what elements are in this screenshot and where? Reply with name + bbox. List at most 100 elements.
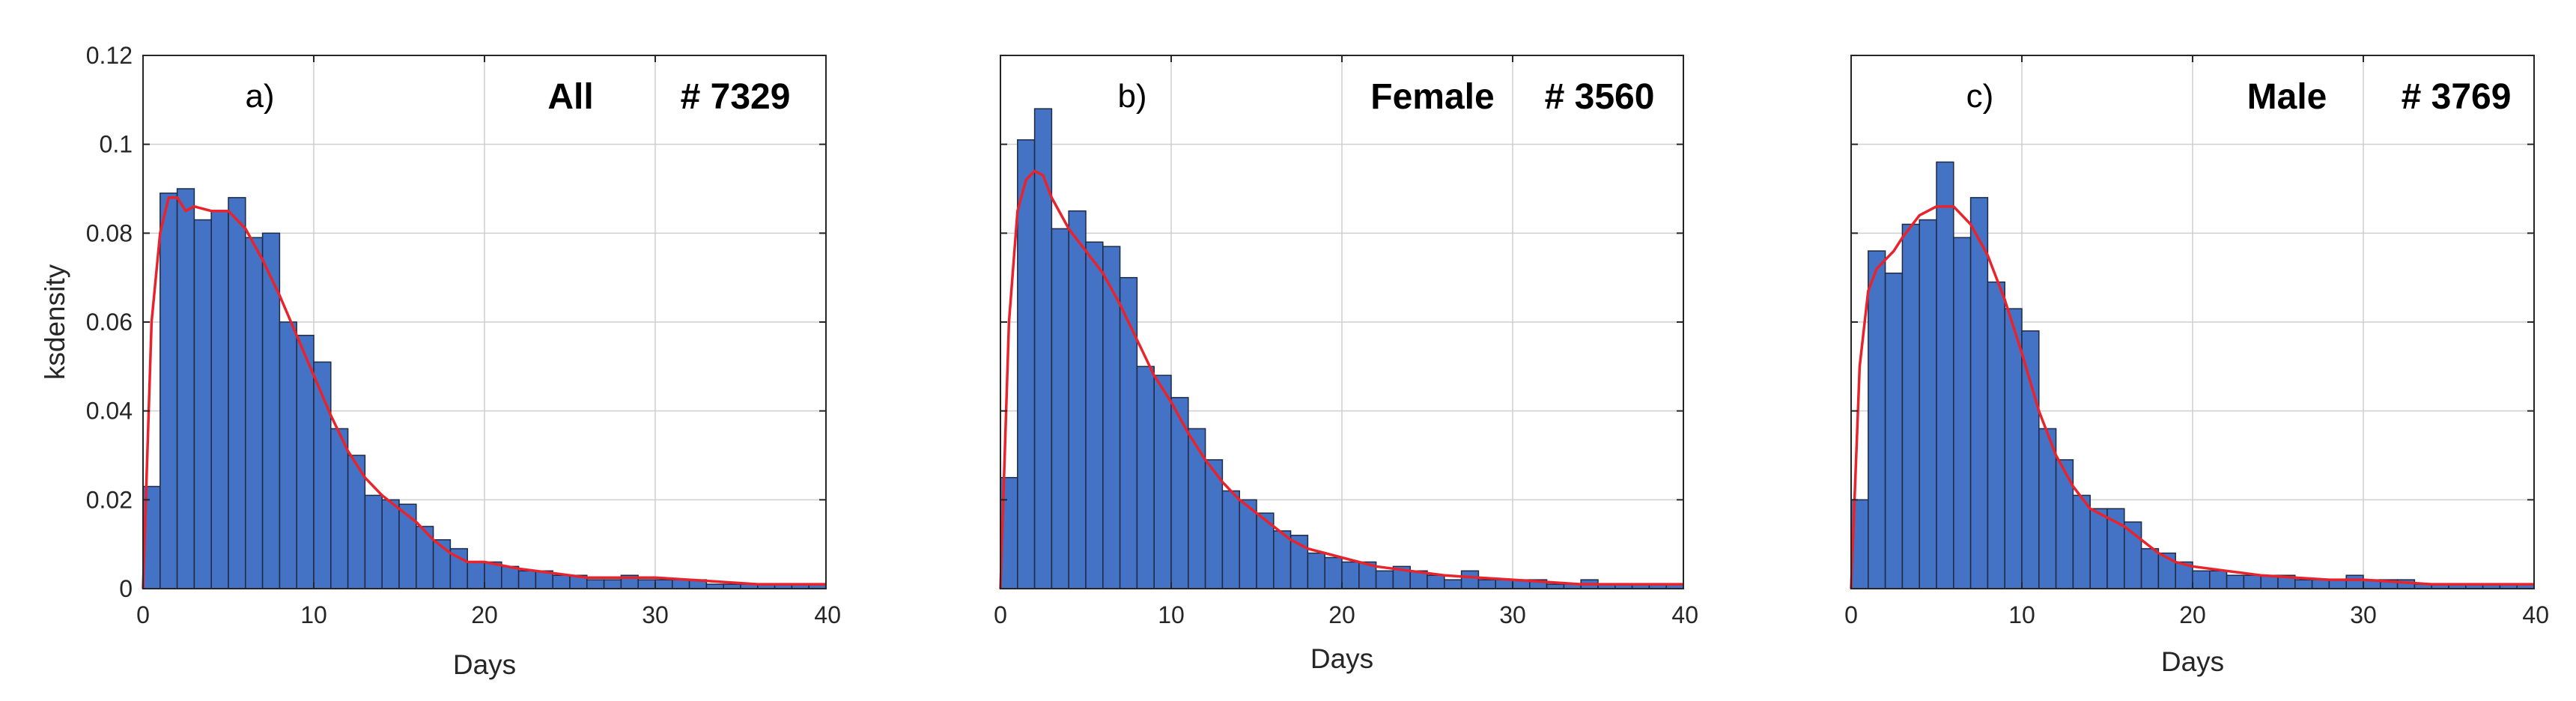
panel-c-histogram-bar [2294,579,2313,589]
panel-c-histogram-bar [2140,547,2160,589]
panel-a-histogram-bar [261,232,281,589]
panel-a-histogram-bar [210,210,229,589]
panel-a-x-axis-label: Days [453,649,516,680]
panel-b-histogram-bar [1221,490,1240,589]
panel-b-histogram-bar [1017,139,1036,589]
panel-a-count-label: # 7329 [681,77,791,117]
panel-b-histogram-bar [1085,241,1104,589]
panel-b-histogram-bar [1033,108,1053,589]
panel-b-histogram-bar [1153,374,1172,589]
panel-c-histogram-bar [2243,574,2261,589]
panel-b-histogram-bar [1051,228,1069,589]
panel-b-histogram-bar [1341,561,1360,589]
panel-a-histogram-bar [517,570,537,589]
panel-a-histogram-bar [364,494,383,589]
panel-b-histogram-bar [1477,579,1496,589]
panel-a-histogram-bar [637,579,656,589]
panel-c-histogram-bar [2209,570,2228,589]
panel-c-density-curve [1850,204,2534,589]
panel-c-histogram-bar [2345,574,2364,589]
panel-b-histogram-bar [1427,574,1445,589]
panel-c-histogram-bar [2004,308,2023,589]
panel-a-y-tick-label: 0 [119,575,133,602]
panel-c-bars [1850,161,2535,589]
panel-b-x-tick-label: 0 [994,601,1007,628]
panel-b-x-tick-label: 40 [1671,601,1698,628]
panel-b-histogram-bar [1375,570,1394,589]
panel-a-y-tick-label: 0.12 [86,42,133,69]
panel-b-histogram-bar [1444,579,1462,589]
panel-a-histogram-bar [279,321,297,589]
panel-b-histogram-bar [1460,570,1480,589]
panel-a-y-tick-label: 0.04 [86,398,133,425]
panel-a-histogram-bar [228,197,246,589]
panel-c-histogram-bar [1936,161,1954,589]
panel-c-histogram-bar [2226,574,2245,589]
panel-b-histogram-bar [1136,365,1155,589]
panel-c-histogram-bar [1868,250,1886,589]
panel-a-histogram-bar [160,192,178,589]
panel-a-histogram-bar [193,219,212,589]
panel-a-y-tick-label: 0.02 [86,486,133,513]
panel-a-x-tick-label: 20 [471,601,498,628]
panel-b-x-tick-label: 20 [1328,601,1355,628]
panel-a: 0 10 20 30 40 00.020.040.060.080.10.12 Days … [40,42,841,680]
panel-a-density-curve [142,196,826,589]
panel-a-histogram-bar [330,428,349,589]
panel-a-histogram-bar [381,499,400,589]
panel-a-histogram-bar [552,574,571,589]
panel-a-histogram-bar [672,579,690,589]
panel-c-histogram-bar [2328,579,2347,589]
panel-b-histogram-bar [1068,210,1087,589]
panel-b-group-label: Female [1370,77,1494,117]
panel-b: 0 10 20 30 40 Days b) Female # 3560 [994,55,1698,674]
panel-b-x-tick-labels: 0 10 20 30 40 [994,601,1698,628]
panel-b-histogram-bar [1324,556,1343,589]
panel-a-x-tick-labels: 0 10 20 30 40 [136,601,841,628]
panel-c-histogram-bar [2192,570,2211,589]
panel-b-x-axis-label: Days [1310,643,1373,674]
panel-c-histogram-bar [1969,197,1989,589]
panel-c-x-tick-label: 0 [1844,601,1858,628]
panel-a-ticks [142,55,827,589]
panel-c-ticks [1850,55,2535,589]
panel-b-ticks [1000,55,1684,589]
panel-c-histogram-bar [1919,219,1937,589]
panel-c: 0 10 20 30 40 Days c) Male # 3769 [1844,55,2549,677]
panel-c-histogram-bar [2072,494,2091,589]
panel-a-y-tick-labels: 0 0.02 0.04 0.06 0.08 0.1 0.12 [86,42,133,602]
panel-a-label: a) [245,78,274,115]
panel-b-histogram-bar [1307,552,1325,589]
panel-a-y-tick-label: 0.08 [86,219,133,246]
panel-c-histogram-bar [1901,223,1920,589]
panel-a-histogram-bar [654,579,673,589]
panel-b-x-tick-label: 30 [1499,601,1526,628]
panel-c-label: c) [1966,78,1994,115]
panel-a-histogram-bar [176,188,195,589]
panel-a-x-tick-label: 30 [642,601,669,628]
panel-b-label: b) [1117,78,1146,115]
panel-c-group-label: Male [2247,77,2327,117]
panel-a-y-tick-label: 0.06 [86,309,133,336]
panel-b-density-curve [999,169,1683,589]
panel-c-x-tick-label: 10 [2008,601,2035,628]
panel-b-histogram-bar [1188,428,1206,589]
panel-c-histogram-bar [1987,281,2005,589]
panel-a-histogram-bar [296,335,315,589]
panel-a-x-tick-label: 10 [300,601,327,628]
panel-a-histogram-bar [501,565,520,589]
panel-a-y-tick-label: 0.1 [100,131,133,158]
panel-a-histogram-bar [586,579,605,589]
panel-b-histogram-bar [1273,530,1292,589]
panel-b-histogram-bar [1495,579,1513,589]
panel-c-histogram-bar [2021,330,2040,589]
panel-a-x-tick-label: 40 [814,601,841,628]
panel-a-y-axis-label: ksdensity [40,264,70,380]
panel-c-histogram-bar [1953,237,1972,589]
panel-c-x-tick-label: 40 [2522,601,2549,628]
panel-c-histogram-bar [2311,579,2330,589]
panel-c-histogram-bar [2038,428,2057,589]
panel-c-grid [1851,55,2534,589]
panel-c-x-tick-labels: 0 10 20 30 40 [1844,601,2549,628]
